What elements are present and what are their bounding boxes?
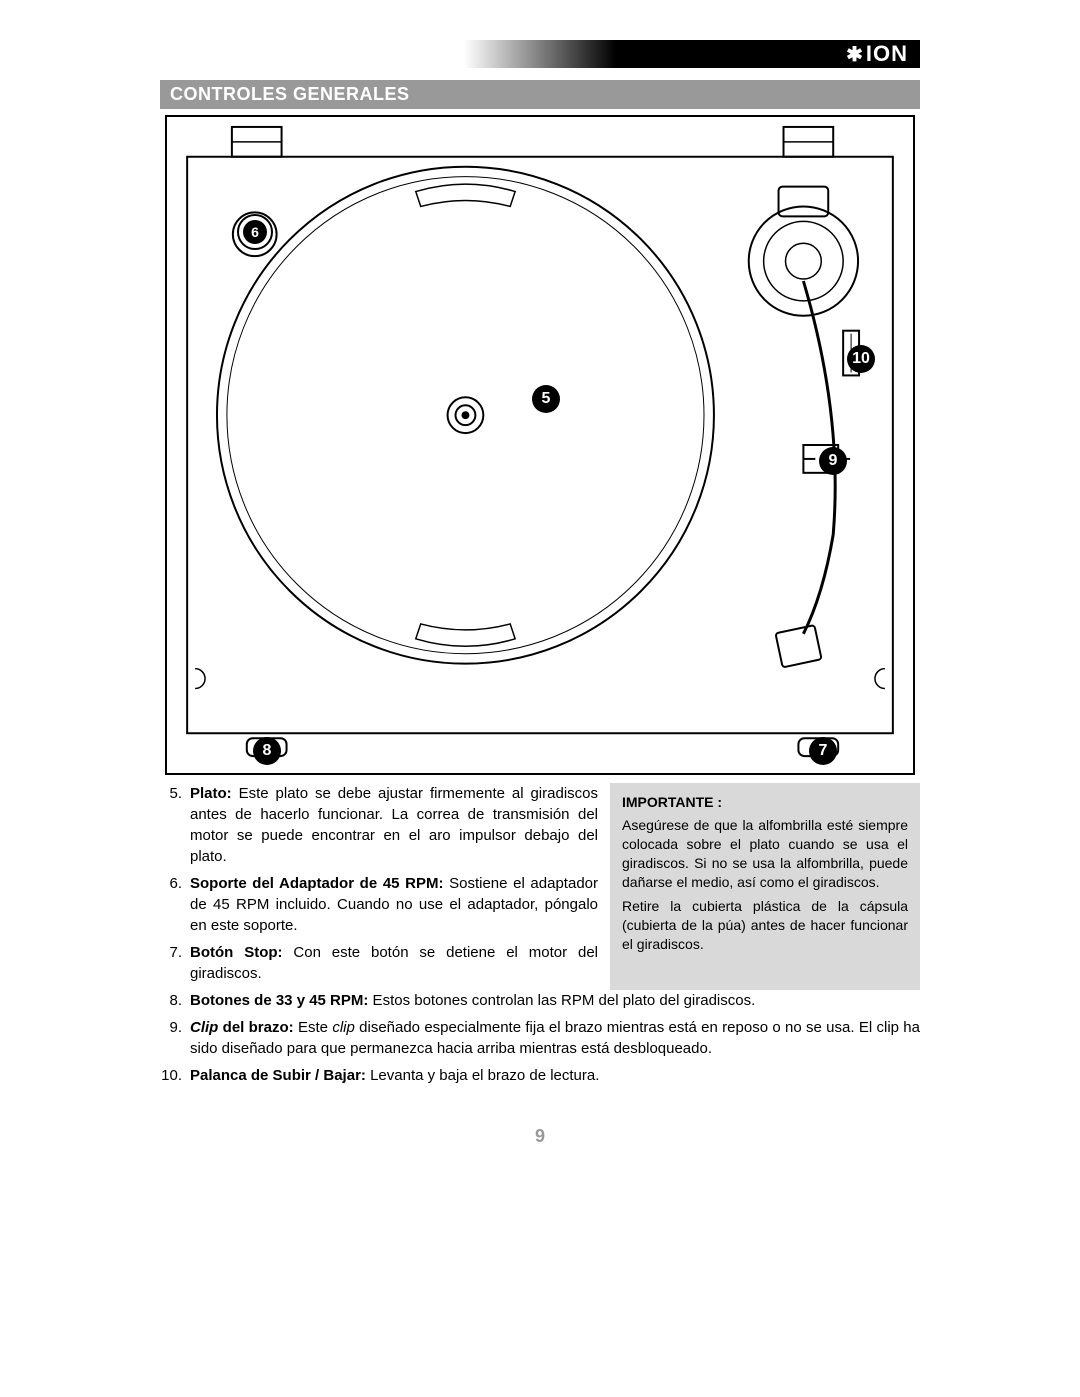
callout-7: 7	[809, 737, 837, 765]
list-item: 8. Botones de 33 y 45 RPM: Estos botones…	[160, 990, 920, 1011]
list-item: 5. Plato: Este plato se debe ajustar fir…	[160, 783, 598, 867]
item-text: Plato: Este plato se debe ajustar firmem…	[190, 783, 598, 867]
description-list-left: 5. Plato: Este plato se debe ajustar fir…	[160, 783, 598, 990]
item-text: Botón Stop: Con este botón se detiene el…	[190, 942, 598, 984]
callout-5: 5	[532, 385, 560, 413]
list-item: 7. Botón Stop: Con este botón se detiene…	[160, 942, 598, 984]
item-number: 10.	[160, 1065, 190, 1086]
callout-7-label: 7	[819, 742, 828, 760]
item-number: 7.	[160, 942, 190, 984]
note-paragraph: Retire la cubierta plástica de la cápsul…	[622, 897, 908, 954]
callout-8-label: 8	[263, 742, 272, 760]
manual-page: ✱ION CONTROLES GENERALES	[160, 0, 920, 1147]
list-item: 9. Clip del brazo: Este clip diseñado es…	[160, 1017, 920, 1059]
callout-10: 10	[847, 345, 875, 373]
item-text: Clip del brazo: Este clip diseñado espec…	[190, 1017, 920, 1059]
callout-6-label: 6	[243, 220, 267, 244]
brand-logo: ✱ION	[846, 41, 908, 67]
callout-10-label: 10	[852, 350, 870, 368]
description-list-full: 8. Botones de 33 y 45 RPM: Estos botones…	[160, 990, 920, 1086]
list-item: 10. Palanca de Subir / Bajar: Levanta y …	[160, 1065, 920, 1086]
note-paragraph: Asegúrese de que la alfombrilla esté sie…	[622, 816, 908, 892]
content-two-column: 5. Plato: Este plato se debe ajustar fir…	[160, 783, 920, 990]
item-text: Palanca de Subir / Bajar: Levanta y baja…	[190, 1065, 920, 1086]
item-text: Botones de 33 y 45 RPM: Estos botones co…	[190, 990, 920, 1011]
callout-9-label: 9	[829, 452, 838, 470]
note-title: IMPORTANTE :	[622, 793, 908, 812]
callout-8: 8	[253, 737, 281, 765]
header-bar: ✱ION	[160, 40, 920, 68]
item-number: 8.	[160, 990, 190, 1011]
important-note-box: IMPORTANTE : Asegúrese de que la alfombr…	[610, 783, 920, 990]
turntable-illustration	[167, 117, 913, 773]
page-number: 9	[160, 1126, 920, 1147]
item-number: 6.	[160, 873, 190, 936]
item-number: 9.	[160, 1017, 190, 1059]
list-item: 6. Soporte del Adaptador de 45 RPM: Sost…	[160, 873, 598, 936]
section-title: CONTROLES GENERALES	[160, 80, 920, 109]
item-number: 5.	[160, 783, 190, 867]
turntable-diagram: 6 5 10 9 8 7	[165, 115, 915, 775]
logo-text: ION	[866, 41, 908, 67]
callout-5-label: 5	[542, 390, 551, 408]
callout-6: 6	[237, 214, 273, 250]
item-text: Soporte del Adaptador de 45 RPM: Sostien…	[190, 873, 598, 936]
logo-star-icon: ✱	[846, 42, 864, 67]
callout-9: 9	[819, 447, 847, 475]
